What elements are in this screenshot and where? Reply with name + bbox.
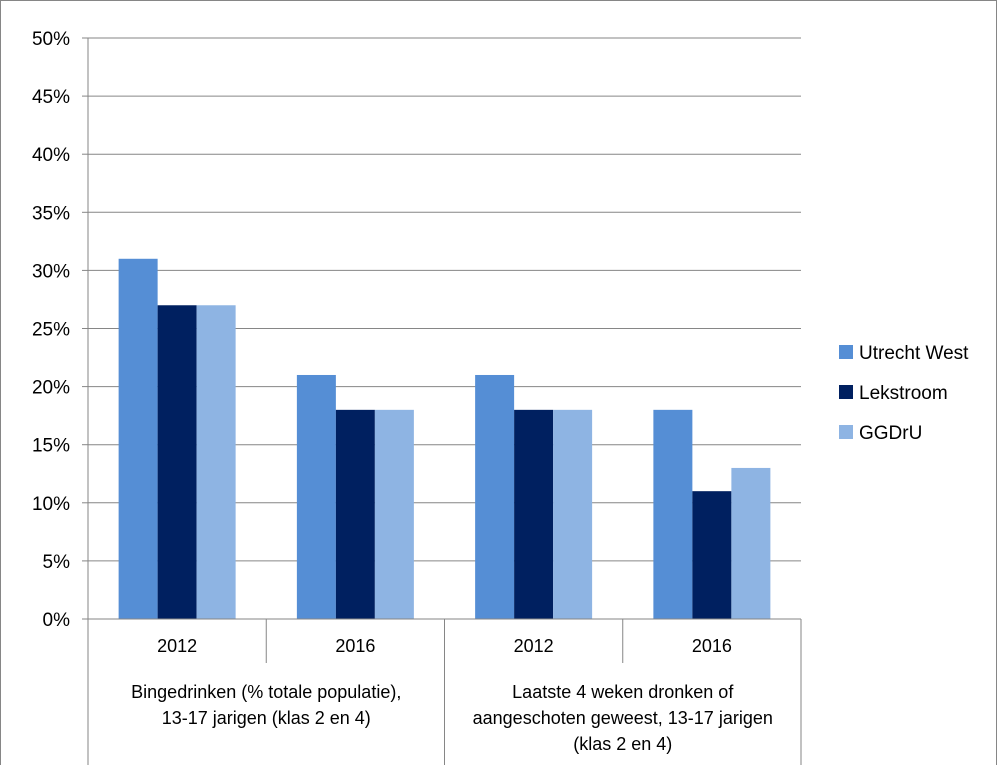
y-tick-label: 15% bbox=[32, 436, 70, 457]
bar-utrecht-west-2016 bbox=[296, 374, 336, 619]
bar-lekstroom-2012 bbox=[514, 409, 554, 619]
group-label-line: Bingedrinken (% totale populatie), bbox=[131, 682, 401, 702]
legend-label: Lekstroom bbox=[859, 383, 948, 404]
legend: Utrecht West Lekstroom GGDrU bbox=[839, 343, 969, 444]
category-label-2012: 2012 bbox=[157, 636, 197, 656]
legend-label: Utrecht West bbox=[859, 343, 969, 364]
y-tick-label: 45% bbox=[32, 87, 70, 108]
category-label-2016: 2016 bbox=[335, 636, 375, 656]
axes bbox=[82, 37, 802, 765]
y-tick-label: 0% bbox=[43, 610, 71, 631]
legend-swatch bbox=[839, 385, 853, 399]
bar-utrecht-west-2016 bbox=[653, 409, 693, 619]
y-tick-label: 50% bbox=[32, 29, 70, 50]
category-label-2012: 2012 bbox=[514, 636, 554, 656]
legend-swatch bbox=[839, 345, 853, 359]
y-tick-label: 10% bbox=[32, 494, 70, 515]
y-axis-tick-labels: 0% 5% 10% 15% 20% 25% 30% 35% 40% 45% 50% bbox=[32, 29, 70, 631]
y-tick-label: 20% bbox=[32, 378, 70, 399]
y-tick-label: 30% bbox=[32, 261, 70, 282]
y-tick-label: 40% bbox=[32, 145, 70, 166]
bar-utrecht-west-2012 bbox=[475, 374, 515, 619]
bar-lekstroom-2016 bbox=[692, 491, 732, 619]
group-label-line: aangeschoten geweest, 13-17 jarigen bbox=[473, 708, 773, 728]
bars bbox=[118, 258, 771, 619]
category-label-2016: 2016 bbox=[692, 636, 732, 656]
y-tick-label: 5% bbox=[43, 552, 71, 573]
bar-lekstroom-2016 bbox=[335, 409, 375, 619]
bar-ggdru-2016 bbox=[374, 409, 414, 619]
y-tick-label: 25% bbox=[32, 320, 70, 341]
legend-swatch bbox=[839, 425, 853, 439]
bar-ggdru-2012 bbox=[196, 305, 236, 619]
legend-label: GGDrU bbox=[859, 423, 922, 444]
bar-lekstroom-2012 bbox=[157, 305, 197, 619]
category-labels: 2012 2016 2012 2016 Bingedrinken (% totale p… bbox=[131, 636, 773, 754]
bar-ggdru-2016 bbox=[731, 467, 771, 619]
bar-ggdru-2012 bbox=[553, 409, 593, 619]
group-label-line: Laatste 4 weken dronken of bbox=[512, 682, 734, 702]
group-label-line: 13-17 jarigen (klas 2 en 4) bbox=[162, 708, 371, 728]
y-tick-label: 35% bbox=[32, 203, 70, 224]
group-label-line: (klas 2 en 4) bbox=[573, 734, 672, 754]
bar-utrecht-west-2012 bbox=[118, 258, 158, 619]
